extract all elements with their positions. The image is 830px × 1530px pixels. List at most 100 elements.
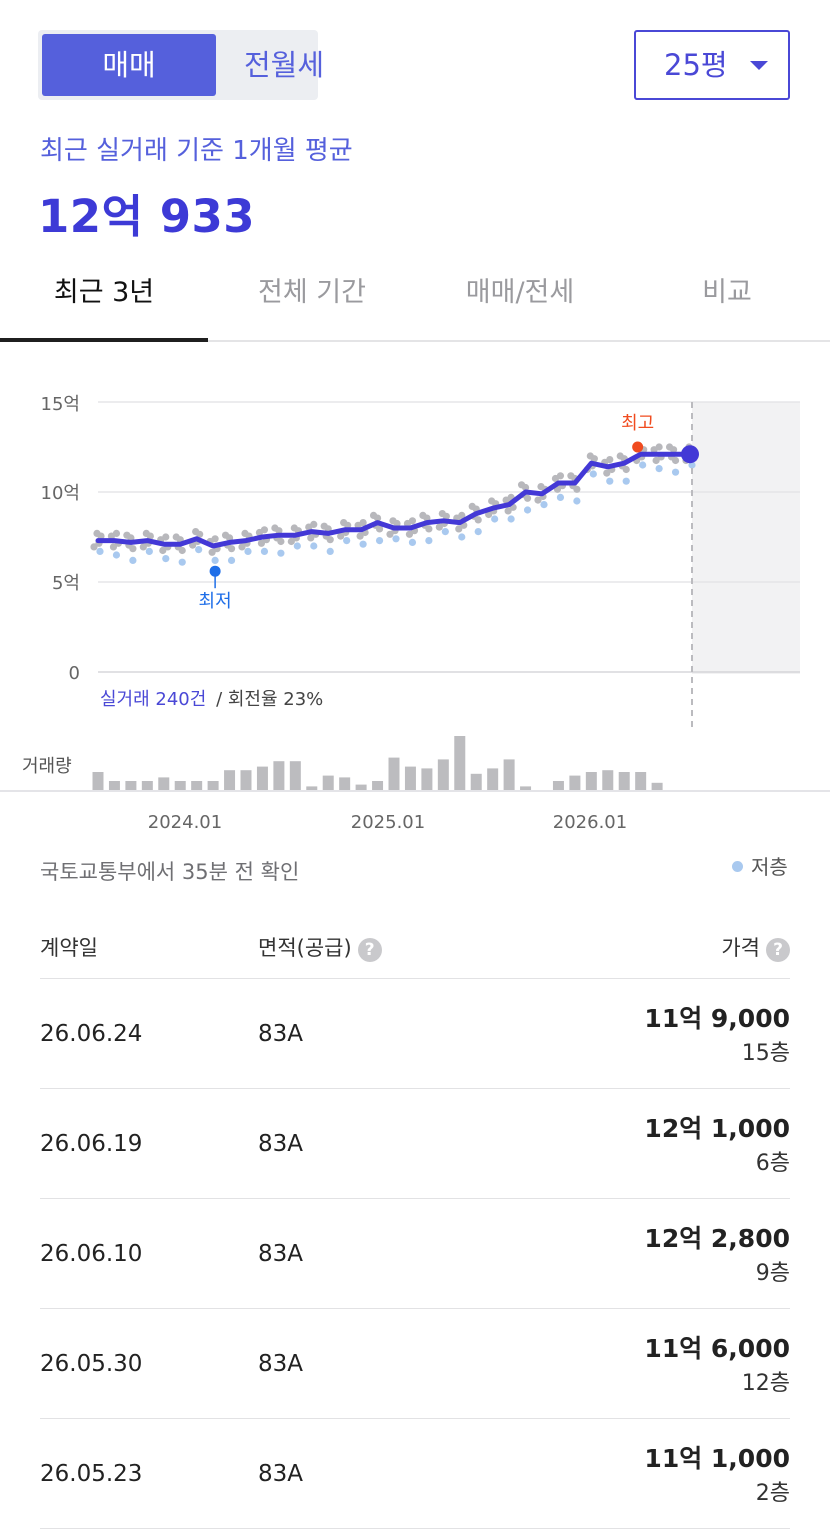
volume-bar (207, 781, 219, 790)
transaction-dot (159, 546, 167, 555)
row-area: 83A (258, 1461, 304, 1487)
tab-all-period[interactable]: 전체 기간 (258, 277, 366, 308)
transaction-dot (504, 507, 512, 515)
low-floor-dot (540, 501, 548, 509)
transaction-dot (90, 543, 98, 551)
volume-bar (289, 761, 301, 790)
transaction-dot (93, 529, 101, 537)
transaction-dot (405, 530, 414, 538)
volume-bar (552, 781, 564, 790)
volume-bar (585, 772, 597, 790)
y-axis: 15억 10억 5억 0 (41, 394, 80, 684)
volume-bar (602, 770, 614, 790)
table-row[interactable]: 26.06.19 83A 12억 1,000 6층 (40, 1089, 790, 1199)
high-annotation: 최고 (621, 413, 654, 453)
transaction-dot (109, 543, 118, 551)
volume-bar (635, 772, 647, 790)
active-tab-indicator (0, 338, 208, 342)
low-annotation: 최저 (199, 565, 232, 612)
low-floor-dot (589, 470, 597, 478)
transaction-dot (665, 443, 674, 451)
price-help-icon[interactable]: ? (766, 938, 790, 962)
table-row[interactable]: 26.06.24 83A 11억 9,000 15층 (40, 979, 790, 1089)
table-row[interactable]: 26.05.23 83A 11억 1,000 2층 (40, 1419, 790, 1529)
transaction-dots (90, 443, 697, 566)
row-date: 26.06.24 (40, 1021, 143, 1047)
low-floor-dot (408, 538, 417, 546)
x-tick-2024: 2024.01 (148, 812, 222, 833)
low-floor-dot (491, 515, 499, 523)
average-label: 최근 실거래 기준 1개월 평균 (40, 136, 353, 166)
low-floor-dot (326, 547, 334, 555)
update-status: 국토교통부에서 35분 전 확인 (40, 860, 300, 884)
table-row[interactable]: 26.06.10 83A 12억 2,800 9층 (40, 1199, 790, 1309)
y-tick-15: 15억 (41, 394, 80, 415)
transaction-dot (162, 533, 170, 541)
transaction-dot (238, 543, 246, 551)
low-floor-dot (375, 537, 384, 545)
row-date: 26.06.19 (40, 1131, 143, 1157)
volume-bar (125, 781, 137, 790)
row-area: 83A (258, 1241, 304, 1267)
row-floor: 9층 (755, 1261, 790, 1286)
row-floor: 2층 (755, 1481, 790, 1506)
tab-compare[interactable]: 비교 (702, 277, 752, 308)
volume-bar (191, 781, 203, 790)
volume-bar (569, 775, 581, 790)
low-floor-dot (556, 493, 565, 501)
low-floor-dot (441, 528, 449, 536)
deal-summary: 실거래 240건 / 회전율 23% (100, 689, 323, 710)
low-floor-dot (507, 515, 515, 523)
row-date: 26.06.10 (40, 1241, 143, 1267)
low-floor-dot (622, 477, 630, 485)
row-area: 83A (258, 1131, 304, 1157)
low-floor-dot (425, 537, 433, 545)
transaction-dot (586, 452, 594, 460)
header-area: 면적(공급)? (258, 932, 382, 962)
high-marker (632, 441, 644, 453)
y-tick-0: 0 (69, 663, 80, 684)
transaction-dot (211, 535, 219, 543)
price-chart[interactable]: 15억 10억 5억 0 최고 최저 실거래 240건 / 회전율 23% 거래… (0, 380, 830, 840)
transaction-dot (340, 519, 348, 527)
low-floor-dot (112, 551, 121, 559)
size-dropdown[interactable]: 25평 (634, 30, 790, 100)
tab-sale-jeonse[interactable]: 매매/전세 (465, 277, 575, 308)
transaction-dot (468, 502, 476, 510)
volume-bar (618, 772, 630, 790)
size-dropdown-value: 25평 (664, 48, 728, 82)
tab-recent-3-years[interactable]: 최근 3년 (53, 277, 155, 308)
row-price: 11억 6,000 (644, 1334, 790, 1363)
transaction-dot (652, 456, 660, 465)
volume-bar (256, 766, 268, 790)
transaction-dot (606, 456, 614, 464)
transaction-dot (369, 511, 378, 519)
row-date: 26.05.30 (40, 1351, 143, 1377)
transaction-dot (287, 537, 295, 546)
low-floor-dot (145, 547, 153, 555)
x-tick-2025: 2025.01 (351, 812, 425, 833)
low-floor-dot (688, 461, 696, 469)
x-tick-2026: 2026.01 (553, 812, 627, 833)
table-row[interactable]: 26.05.30 83A 11억 6,000 12층 (40, 1309, 790, 1419)
y-tick-5: 5억 (52, 573, 80, 594)
low-floor-dot (606, 477, 614, 485)
transaction-dot (290, 524, 298, 532)
volume-bar (174, 781, 186, 790)
rent-toggle-button[interactable]: 전월세 (243, 48, 325, 82)
high-label: 최고 (621, 413, 654, 434)
transaction-dot (458, 511, 466, 519)
transaction-dot (517, 481, 526, 489)
area-help-icon[interactable]: ? (357, 938, 382, 962)
volume-bar (651, 782, 663, 790)
low-floor-dot (293, 542, 301, 550)
low-floor-dot (639, 461, 647, 469)
transaction-dot (123, 531, 131, 539)
volume-bar (372, 781, 384, 790)
volume-bar (306, 786, 318, 790)
sale-toggle-button[interactable]: 매매 (42, 34, 216, 96)
transaction-dot (488, 497, 496, 505)
low-floor-dot (96, 547, 104, 555)
header-contract-date: 계약일 (40, 936, 98, 960)
transaction-dot (112, 529, 121, 537)
